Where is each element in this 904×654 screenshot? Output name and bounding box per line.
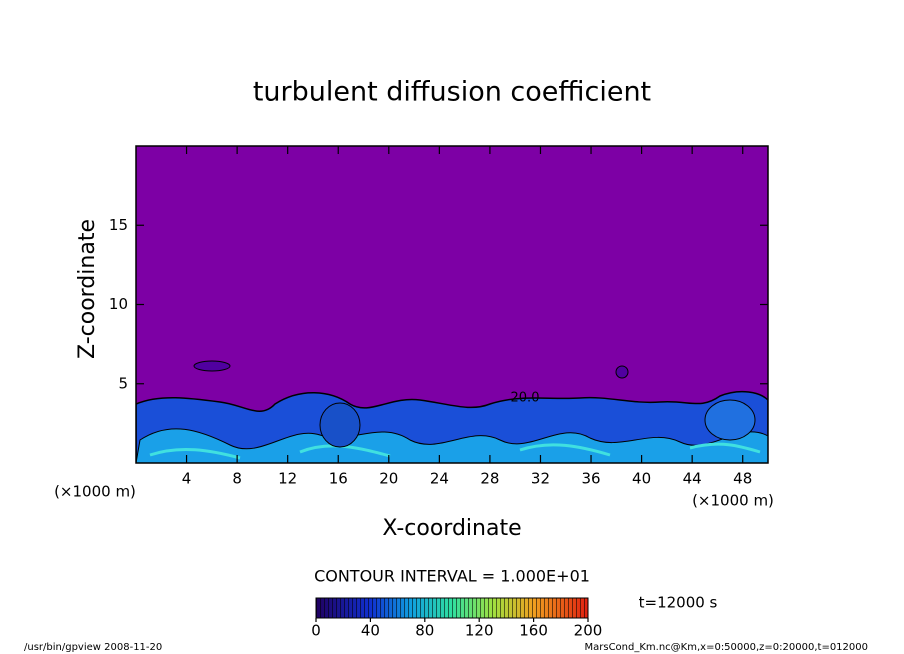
x-tick-label: 12	[278, 470, 297, 488]
x-tick-label: 40	[632, 470, 651, 488]
colorbar-tick-label: 160	[519, 622, 548, 640]
footer-right: MarsCond_Km.nc@Km,x=0:50000,z=0:20000,t=…	[585, 642, 869, 653]
y-tick-label: 10	[109, 295, 128, 313]
x-tick-label: 36	[581, 470, 600, 488]
x-tick-label: 24	[430, 470, 449, 488]
colorbar-tick-label: 80	[415, 622, 434, 640]
x-tick-label: 4	[182, 470, 192, 488]
y-tick-label: 5	[118, 374, 128, 392]
colorbar-tick-label: 0	[311, 622, 321, 640]
x-unit-right: (×1000 m)	[692, 492, 774, 510]
x-axis-label: X-coordinate	[382, 516, 521, 541]
x-unit-left: (×1000 m)	[54, 483, 136, 501]
chart-title: turbulent diffusion coefficient	[253, 77, 651, 108]
x-tick-label: 32	[531, 470, 550, 488]
x-tick-label: 28	[480, 470, 499, 488]
colorbar-tick-label: 40	[361, 622, 380, 640]
time-label: t=12000 s	[639, 594, 718, 612]
colorbar-frame	[315, 597, 589, 619]
turbulent-layer	[136, 360, 768, 463]
contour-label: 20.0	[511, 391, 540, 406]
colorbar-tick-label: 120	[465, 622, 494, 640]
contour-interval: CONTOUR INTERVAL = 1.000E+01	[314, 567, 590, 586]
x-tick-label: 16	[329, 470, 348, 488]
x-tick-label: 8	[232, 470, 242, 488]
colorbar-tick-label: 200	[574, 622, 603, 640]
y-axis-label: Z-coordinate	[75, 219, 100, 359]
footer-left: /usr/bin/gpview 2008-11-20	[24, 642, 162, 653]
x-tick-label: 44	[683, 470, 702, 488]
x-tick-label: 20	[379, 470, 398, 488]
x-tick-label: 48	[733, 470, 752, 488]
y-tick-label: 15	[109, 216, 128, 234]
